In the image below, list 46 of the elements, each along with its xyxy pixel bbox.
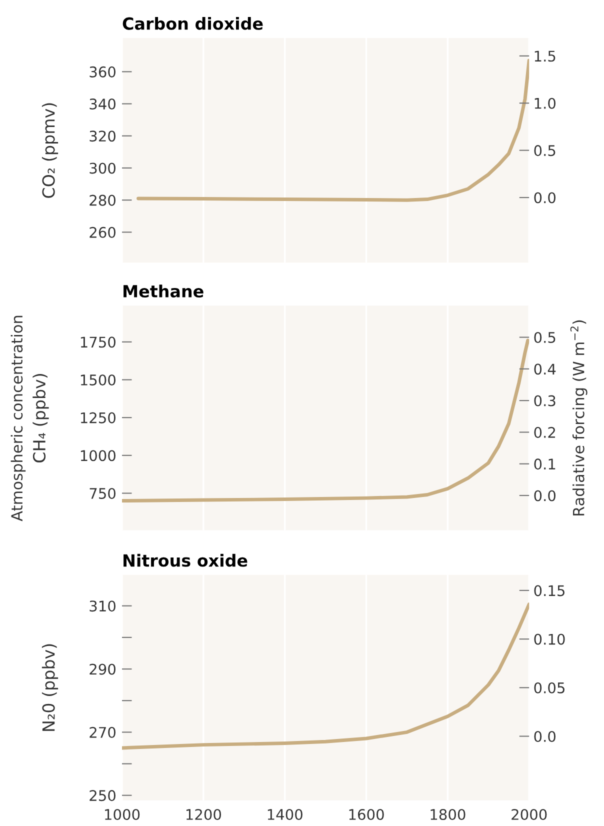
y-tick-label: 280 (90, 194, 116, 206)
y2-tick-label: 0.0 (534, 490, 556, 502)
y2-tick-label: 0.1 (534, 458, 556, 470)
y-tick-label: 750 (90, 488, 116, 499)
x-tick-label: 2000 (512, 808, 547, 820)
y2-tick-label: 0.05 (534, 682, 564, 694)
chart-title: Methane (124, 284, 204, 298)
y2-axis-title: Radiative forcing (W m$^{−2}$) (570, 320, 588, 516)
x-tick-label: 1000 (105, 808, 140, 820)
y-axis-title: N₂0 (ppbv) (42, 644, 58, 731)
y-tick-label: 340 (90, 98, 116, 110)
y-tick-label: 250 (90, 790, 116, 802)
line-series (122, 338, 530, 503)
text: Atmospheric concentration (10, 316, 26, 522)
chart-title: Carbon dioxide (122, 17, 263, 30)
y2-tick-label: 0.2 (534, 426, 556, 438)
x-tick-label: 1400 (268, 808, 302, 820)
y2-tick-label: 0.0 (534, 192, 556, 204)
y-tick-label: 270 (90, 726, 116, 738)
y2-tick-label: 0.5 (534, 332, 556, 344)
y-tick-label: 1500 (80, 374, 116, 386)
chart-title: Nitrous oxide (124, 554, 248, 567)
y2-tick-label: 1.0 (534, 98, 556, 109)
y-tick-label: 360 (90, 66, 116, 78)
y-tick-label: 260 (90, 226, 116, 238)
y-tick-label: 300 (90, 162, 116, 174)
x-tick-label: 1800 (430, 808, 466, 820)
y2-tick-label: 0.10 (534, 634, 565, 645)
y-axis-title: CO₂ (ppmv) (42, 103, 58, 198)
x-tick-label: 1600 (349, 808, 384, 820)
y2-tick-label: 0.5 (534, 145, 556, 156)
y-tick-label: 1250 (80, 412, 116, 424)
y-axis-title: CH₄ (ppbv) (32, 374, 49, 462)
y2-tick-label: 0.0 (534, 730, 556, 742)
x-tick-label: 1200 (186, 808, 222, 820)
y-tick-label: 320 (90, 130, 116, 142)
y2-tick-label: 1.5 (534, 50, 556, 62)
y2-tick-label: 0.3 (534, 395, 556, 406)
y-tick-label: 1750 (80, 336, 116, 348)
y2-tick-label: 0.15 (534, 585, 564, 596)
line-series (136, 58, 530, 202)
y-tick-label: 310 (90, 600, 116, 612)
y-tick-label: 1000 (80, 450, 116, 462)
y2-tick-label: 0.4 (534, 364, 556, 375)
y-tick-label: 290 (90, 664, 116, 675)
line-series (122, 602, 530, 750)
